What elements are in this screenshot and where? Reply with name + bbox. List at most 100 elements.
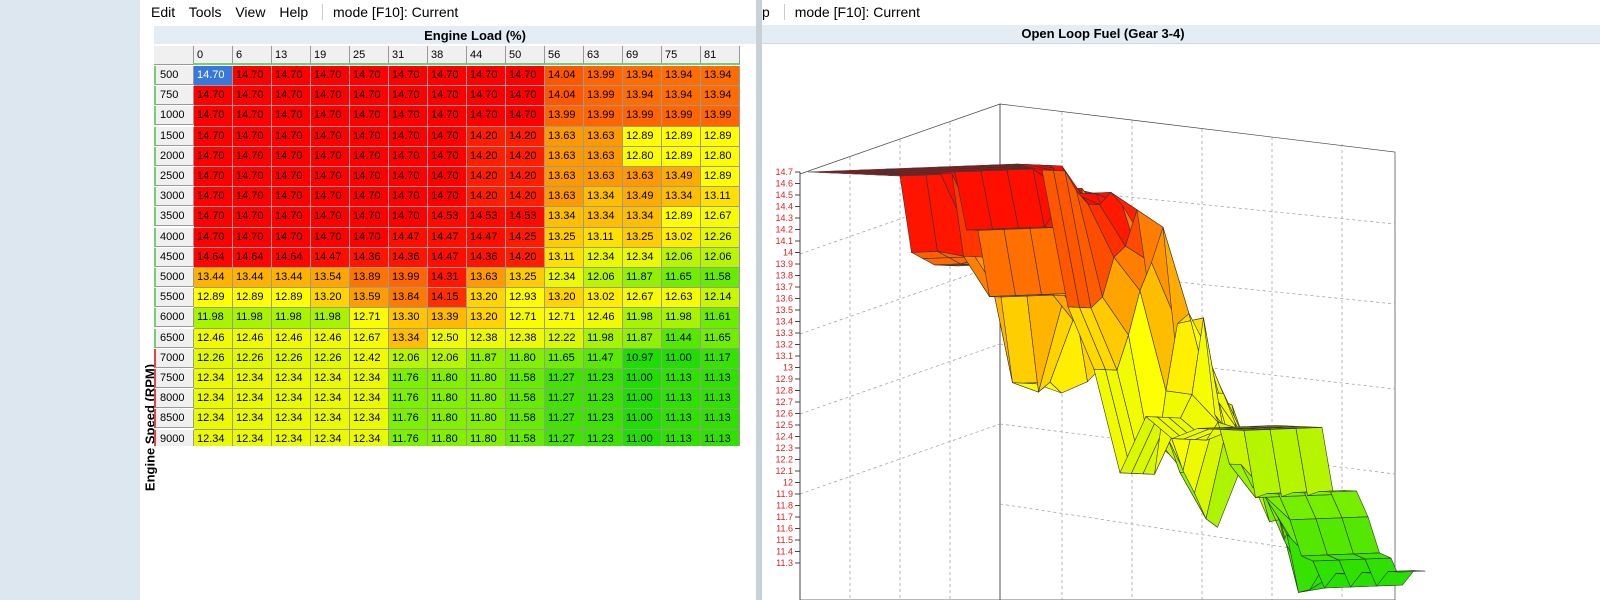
table-cell[interactable]: 14.70 [311, 207, 350, 228]
row-header[interactable]: 2000 [154, 146, 194, 166]
table-cell[interactable]: 14.70 [194, 167, 233, 188]
table-cell[interactable]: 13.99 [545, 106, 584, 127]
table-cell[interactable]: 13.63 [545, 126, 584, 147]
column-header[interactable]: 63 [584, 46, 623, 65]
table-cell[interactable]: 12.34 [272, 429, 311, 446]
table-cell[interactable]: 14.70 [428, 126, 467, 147]
table-cell[interactable]: 13.49 [662, 167, 701, 188]
row-header[interactable]: 3000 [154, 187, 194, 207]
row-header[interactable]: 9000 [154, 429, 194, 446]
table-cell[interactable]: 11.98 [272, 308, 311, 329]
row-header[interactable]: 7500 [154, 369, 194, 388]
column-header[interactable]: 50 [506, 46, 545, 65]
table-cell[interactable]: 14.20 [467, 187, 506, 208]
table-cell[interactable]: 11.80 [467, 369, 506, 390]
table-cell[interactable]: 11.80 [467, 389, 506, 410]
table-cell[interactable]: 14.53 [506, 207, 545, 228]
table-cell[interactable]: 13.94 [623, 86, 662, 107]
table-cell[interactable]: 14.70 [233, 146, 272, 167]
table-cell[interactable]: 13.02 [584, 288, 623, 309]
table-cell[interactable]: 12.89 [701, 167, 740, 188]
table-cell[interactable]: 11.80 [428, 389, 467, 410]
table-cell[interactable]: 11.65 [545, 348, 584, 369]
table-cell[interactable]: 11.98 [311, 308, 350, 329]
row-header[interactable]: 1500 [154, 126, 194, 146]
table-cell[interactable]: 14.70 [389, 167, 428, 188]
table-cell[interactable]: 12.46 [311, 328, 350, 349]
menu-item[interactable]: p [762, 4, 770, 20]
table-cell[interactable]: 14.70 [311, 227, 350, 248]
table-cell[interactable]: 13.99 [623, 106, 662, 127]
table-cell[interactable]: 11.23 [584, 429, 623, 446]
table-cell[interactable]: 11.98 [194, 308, 233, 329]
table-cell[interactable]: 14.70 [272, 167, 311, 188]
table-cell[interactable]: 14.70 [194, 187, 233, 208]
table-cell[interactable]: 13.20 [467, 288, 506, 309]
table-cell[interactable]: 11.80 [506, 348, 545, 369]
table-cell[interactable]: 11.27 [545, 429, 584, 446]
table-cell[interactable]: 12.71 [350, 308, 389, 329]
table-cell[interactable]: 14.70 [311, 106, 350, 127]
table-cell[interactable]: 12.14 [701, 288, 740, 309]
table-cell[interactable]: 14.70 [389, 126, 428, 147]
table-cell[interactable]: 11.58 [701, 268, 740, 289]
table-cell[interactable]: 13.20 [545, 288, 584, 309]
table-cell[interactable]: 14.47 [467, 227, 506, 248]
table-cell[interactable]: 12.80 [623, 146, 662, 167]
table-cell[interactable]: 14.70 [272, 86, 311, 107]
table-cell[interactable]: 11.76 [389, 409, 428, 430]
table-cell[interactable]: 11.00 [623, 369, 662, 390]
table-cell[interactable]: 11.13 [701, 409, 740, 430]
table-cell[interactable]: 13.44 [194, 268, 233, 289]
table-cell[interactable]: 14.70 [233, 227, 272, 248]
table-cell[interactable]: 12.34 [272, 409, 311, 430]
menu-item[interactable]: Help [279, 4, 309, 20]
table-cell[interactable]: 12.38 [506, 328, 545, 349]
table-cell[interactable]: 14.53 [428, 207, 467, 228]
table-cell[interactable]: 14.70 [428, 106, 467, 127]
table-cell[interactable]: 14.70 [389, 66, 428, 87]
table-cell[interactable]: 12.46 [233, 328, 272, 349]
table-cell[interactable]: 13.39 [428, 308, 467, 329]
table-cell[interactable]: 12.89 [623, 126, 662, 147]
table-cell[interactable]: 11.80 [467, 409, 506, 430]
table-cell[interactable]: 12.06 [389, 348, 428, 369]
table-cell[interactable]: 13.99 [389, 268, 428, 289]
table-cell[interactable]: 13.11 [545, 247, 584, 268]
table-cell[interactable]: 14.70 [389, 146, 428, 167]
table-cell[interactable]: 12.67 [623, 288, 662, 309]
table-cell[interactable]: 11.27 [545, 409, 584, 430]
table-cell[interactable]: 13.25 [545, 227, 584, 248]
table-cell[interactable]: 12.22 [545, 328, 584, 349]
table-cell[interactable]: 14.70 [272, 126, 311, 147]
table-cell[interactable]: 12.71 [506, 308, 545, 329]
table-cell[interactable]: 14.70 [233, 126, 272, 147]
table-cell[interactable]: 12.80 [701, 146, 740, 167]
table-cell[interactable]: 11.58 [506, 369, 545, 390]
table-cell[interactable]: 12.06 [701, 247, 740, 268]
table-cell[interactable]: 13.63 [545, 146, 584, 167]
table-cell[interactable]: 10.97 [623, 348, 662, 369]
table-cell[interactable]: 12.89 [701, 126, 740, 147]
table-cell[interactable]: 14.70 [389, 207, 428, 228]
table-cell[interactable]: 14.70 [350, 167, 389, 188]
table-cell[interactable]: 13.44 [233, 268, 272, 289]
table-cell[interactable]: 11.65 [701, 328, 740, 349]
table-cell[interactable]: 11.80 [467, 429, 506, 446]
row-header[interactable]: 8000 [154, 389, 194, 409]
table-cell[interactable]: 11.13 [662, 389, 701, 410]
table-cell[interactable]: 14.70 [350, 106, 389, 127]
table-cell[interactable]: 11.58 [506, 389, 545, 410]
row-header[interactable]: 5500 [154, 288, 194, 308]
table-cell[interactable]: 12.34 [311, 409, 350, 430]
table-cell[interactable]: 12.34 [194, 429, 233, 446]
table-cell[interactable]: 11.47 [584, 348, 623, 369]
table-cell[interactable]: 13.99 [584, 86, 623, 107]
table-cell[interactable]: 14.70 [311, 86, 350, 107]
table-cell[interactable]: 12.34 [311, 369, 350, 390]
table-cell[interactable]: 12.26 [311, 348, 350, 369]
table-cell[interactable]: 14.70 [311, 66, 350, 87]
table-cell[interactable]: 13.11 [584, 227, 623, 248]
table-cell[interactable]: 14.20 [506, 247, 545, 268]
table-cell[interactable]: 11.44 [662, 328, 701, 349]
